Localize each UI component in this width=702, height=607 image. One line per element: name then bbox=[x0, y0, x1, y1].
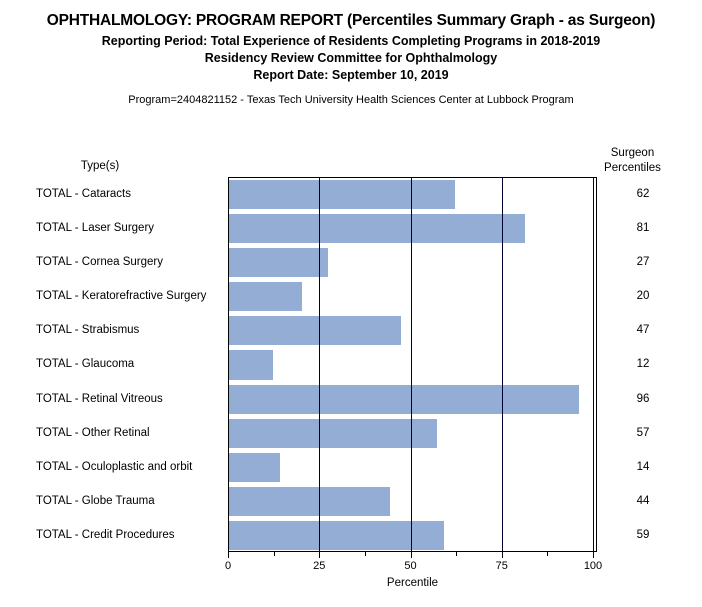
x-axis-minor-tick bbox=[364, 552, 366, 556]
x-axis-minor-tick bbox=[273, 552, 275, 556]
percentile-value: 14 bbox=[636, 460, 650, 473]
x-axis-major-tick bbox=[319, 552, 321, 558]
surgeon-percentiles-column-header: Surgeon Percentiles bbox=[595, 146, 670, 176]
percentile-bar bbox=[229, 350, 273, 380]
x-axis-major-tick bbox=[410, 552, 412, 558]
plot-area bbox=[228, 177, 597, 552]
surgeon-percentiles-header-line2: Percentiles bbox=[604, 162, 661, 174]
percentile-value: 62 bbox=[636, 188, 650, 201]
x-axis-major-tick bbox=[228, 552, 229, 558]
percentile-bar bbox=[229, 452, 281, 482]
gridline bbox=[319, 178, 321, 551]
types-column-header: Type(s) bbox=[80, 160, 120, 172]
percentile-bar bbox=[229, 180, 456, 210]
percentile-value: 20 bbox=[636, 290, 650, 303]
percentile-value: 27 bbox=[636, 256, 650, 269]
category-label: TOTAL - Glaucoma bbox=[36, 358, 135, 371]
report-title: OPHTHALMOLOGY: PROGRAM REPORT (Percentil… bbox=[46, 12, 656, 29]
x-axis-tick-label: 100 bbox=[583, 560, 603, 572]
percentile-bar bbox=[229, 418, 438, 448]
gridline bbox=[593, 178, 594, 551]
percentile-value: 57 bbox=[636, 426, 650, 439]
percentile-bar bbox=[229, 384, 580, 414]
percentile-value: 47 bbox=[636, 324, 650, 337]
category-label: TOTAL - Credit Procedures bbox=[36, 528, 175, 541]
x-axis-tick-label: 75 bbox=[495, 560, 508, 572]
category-label: TOTAL - Cornea Surgery bbox=[36, 256, 163, 269]
x-axis-minor-tick bbox=[547, 552, 549, 556]
category-label: TOTAL - Oculoplastic and orbit bbox=[36, 460, 193, 473]
surgeon-percentiles-header-line1: Surgeon bbox=[610, 147, 655, 159]
percentile-bar bbox=[229, 520, 445, 550]
category-label: TOTAL - Globe Trauma bbox=[36, 494, 155, 507]
program-identifier-line: Program=2404821152 - Texas Tech Universi… bbox=[128, 94, 574, 106]
category-label: TOTAL - Retinal Vitreous bbox=[36, 392, 163, 405]
percentile-value: 44 bbox=[636, 494, 650, 507]
percentile-value: 81 bbox=[636, 222, 650, 235]
x-axis-tick-label: 50 bbox=[404, 560, 417, 572]
category-label: TOTAL - Laser Surgery bbox=[36, 222, 155, 235]
reporting-period-line: Reporting Period: Total Experience of Re… bbox=[101, 34, 601, 48]
percentile-value: 12 bbox=[636, 358, 650, 371]
category-label: TOTAL - Other Retinal bbox=[36, 426, 150, 439]
gridline bbox=[501, 178, 503, 551]
percentile-bar bbox=[229, 214, 525, 244]
x-axis-tick-label: 25 bbox=[313, 560, 326, 572]
committee-line: Residency Review Committee for Ophthalmo… bbox=[204, 51, 498, 65]
category-label: TOTAL - Keratorefractive Surgery bbox=[36, 290, 207, 303]
percentile-bar bbox=[229, 486, 390, 516]
percentile-bar bbox=[229, 316, 401, 346]
x-axis-major-tick bbox=[593, 552, 594, 558]
x-axis-tick-label: 0 bbox=[224, 560, 232, 572]
percentile-value: 96 bbox=[636, 392, 650, 405]
percentile-value: 59 bbox=[636, 528, 650, 541]
x-axis-minor-tick bbox=[456, 552, 458, 556]
report-date-line: Report Date: September 10, 2019 bbox=[253, 68, 449, 82]
x-axis-major-tick bbox=[501, 552, 503, 558]
category-label: TOTAL - Strabismus bbox=[36, 324, 140, 337]
x-axis-label: Percentile bbox=[386, 577, 439, 589]
percentile-bar bbox=[229, 248, 328, 278]
category-label: TOTAL - Cataracts bbox=[36, 188, 132, 201]
percentile-bar bbox=[229, 282, 302, 312]
gridline bbox=[410, 178, 412, 551]
